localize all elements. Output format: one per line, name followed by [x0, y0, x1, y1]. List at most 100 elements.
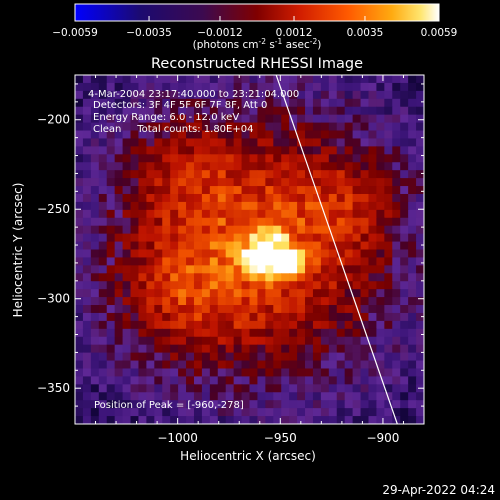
- heatmap-cell: [209, 344, 219, 354]
- heatmap-cell: [75, 320, 84, 330]
- heatmap-cell: [312, 336, 322, 346]
- heatmap-cell: [114, 186, 124, 195]
- heatmap-cell: [82, 162, 92, 171]
- heatmap-cell: [233, 75, 243, 84]
- heatmap-cell: [90, 249, 100, 259]
- heatmap-cell: [257, 297, 266, 306]
- axes: −1000 −950 −900−200−250−300−350: [37, 75, 425, 445]
- heatmap-cell: [162, 75, 171, 84]
- heatmap-cell: [400, 281, 409, 290]
- heatmap-cell: [265, 241, 274, 251]
- heatmap-cell: [265, 281, 274, 290]
- heatmap-cell: [225, 217, 235, 227]
- heatmap-cell: [186, 201, 195, 211]
- heatmap-cell: [249, 217, 259, 227]
- heatmap-cell: [400, 98, 409, 108]
- heatmap-cell: [265, 90, 274, 100]
- heatmap-cell: [162, 225, 171, 235]
- heatmap-cell: [75, 162, 84, 171]
- heatmap-cell: [98, 130, 108, 140]
- heatmap-cell: [368, 98, 378, 108]
- heatmap-cell: [408, 154, 417, 163]
- heatmap-cell: [122, 75, 132, 84]
- heatmap-cell: [249, 162, 259, 171]
- heatmap-cell: [289, 273, 298, 282]
- heatmap-cell: [305, 114, 314, 124]
- heatmap-cell: [289, 265, 298, 274]
- heatmap-cell: [320, 320, 330, 330]
- heatmap-cell: [376, 376, 385, 385]
- heatmap-cell: [273, 344, 282, 354]
- heatmap-cell: [178, 305, 187, 314]
- heatmap-cell: [209, 352, 219, 362]
- heatmap-cell: [297, 233, 306, 243]
- heatmap-cell: [320, 384, 330, 393]
- heatmap-cell: [146, 328, 155, 338]
- heatmap-cell: [312, 209, 322, 219]
- heatmap-cell: [154, 241, 163, 251]
- heatmap-cell: [201, 320, 211, 330]
- heatmap-cell: [217, 384, 227, 393]
- heatmap-cell: [130, 114, 140, 124]
- heatmap-cell: [98, 305, 108, 314]
- heatmap-cell: [138, 217, 147, 227]
- heatmap-cell: [408, 328, 417, 338]
- heatmap-cell: [98, 178, 108, 187]
- heatmap-cell: [146, 186, 155, 195]
- heatmap-cell: [193, 146, 203, 155]
- heatmap-cell: [408, 384, 417, 393]
- heatmap-cell: [320, 122, 330, 132]
- heatmap-cell: [82, 305, 92, 314]
- heatmap-cell: [376, 170, 385, 179]
- heatmap-cell: [360, 297, 370, 306]
- heatmap-cell: [90, 265, 100, 274]
- heatmap-cell: [305, 217, 314, 227]
- heatmap-cell: [225, 114, 235, 124]
- heatmap-cell: [90, 75, 100, 84]
- heatmap-cell: [392, 122, 401, 132]
- heatmap-cell: [82, 90, 92, 100]
- heatmap-cell: [154, 400, 163, 409]
- heatmap-cell: [186, 305, 195, 314]
- heatmap-cell: [130, 289, 140, 298]
- heatmap-cell: [106, 75, 116, 84]
- heatmap-cell: [146, 281, 155, 290]
- heatmap-cell: [368, 312, 378, 322]
- heatmap-cell: [130, 376, 140, 385]
- heatmap-cell: [178, 368, 187, 378]
- heatmap-cell: [328, 352, 338, 362]
- heatmap-cell: [225, 257, 235, 266]
- heatmap-cell: [328, 217, 338, 227]
- heatmap-cell: [201, 289, 211, 298]
- heatmap-cell: [98, 90, 108, 100]
- heatmap-cell: [178, 146, 187, 155]
- heatmap-cell: [170, 193, 179, 203]
- heatmap-cell: [225, 416, 235, 424]
- heatmap-cell: [186, 114, 195, 124]
- heatmap-cell: [162, 241, 171, 251]
- heatmap-cell: [138, 106, 147, 116]
- colorbar-tick-label: −0.0012: [197, 27, 243, 39]
- heatmap-cell: [114, 193, 124, 203]
- heatmap-cell: [360, 201, 370, 211]
- heatmap-cell: [90, 289, 100, 298]
- heatmap-cell: [241, 217, 251, 227]
- heatmap-cell: [281, 273, 290, 282]
- heatmap-cell: [408, 209, 417, 219]
- heatmap-cell: [392, 201, 401, 211]
- heatmap-cell: [178, 376, 187, 385]
- heatmap-cell: [328, 154, 338, 163]
- heatmap-cell: [312, 146, 322, 155]
- heatmap-cell: [320, 114, 330, 124]
- heatmap-cell: [178, 178, 187, 187]
- heatmap-cell: [352, 376, 362, 385]
- heatmap-cell: [193, 312, 203, 322]
- heatmap-cell: [193, 328, 203, 338]
- heatmap-cell: [312, 138, 322, 147]
- heatmap-cell: [249, 146, 259, 155]
- heatmap-cell: [225, 265, 235, 274]
- heatmap-cell: [130, 106, 140, 116]
- heatmap-cell: [400, 360, 409, 370]
- heatmap-cell: [392, 368, 401, 378]
- heatmap-cell: [289, 312, 298, 322]
